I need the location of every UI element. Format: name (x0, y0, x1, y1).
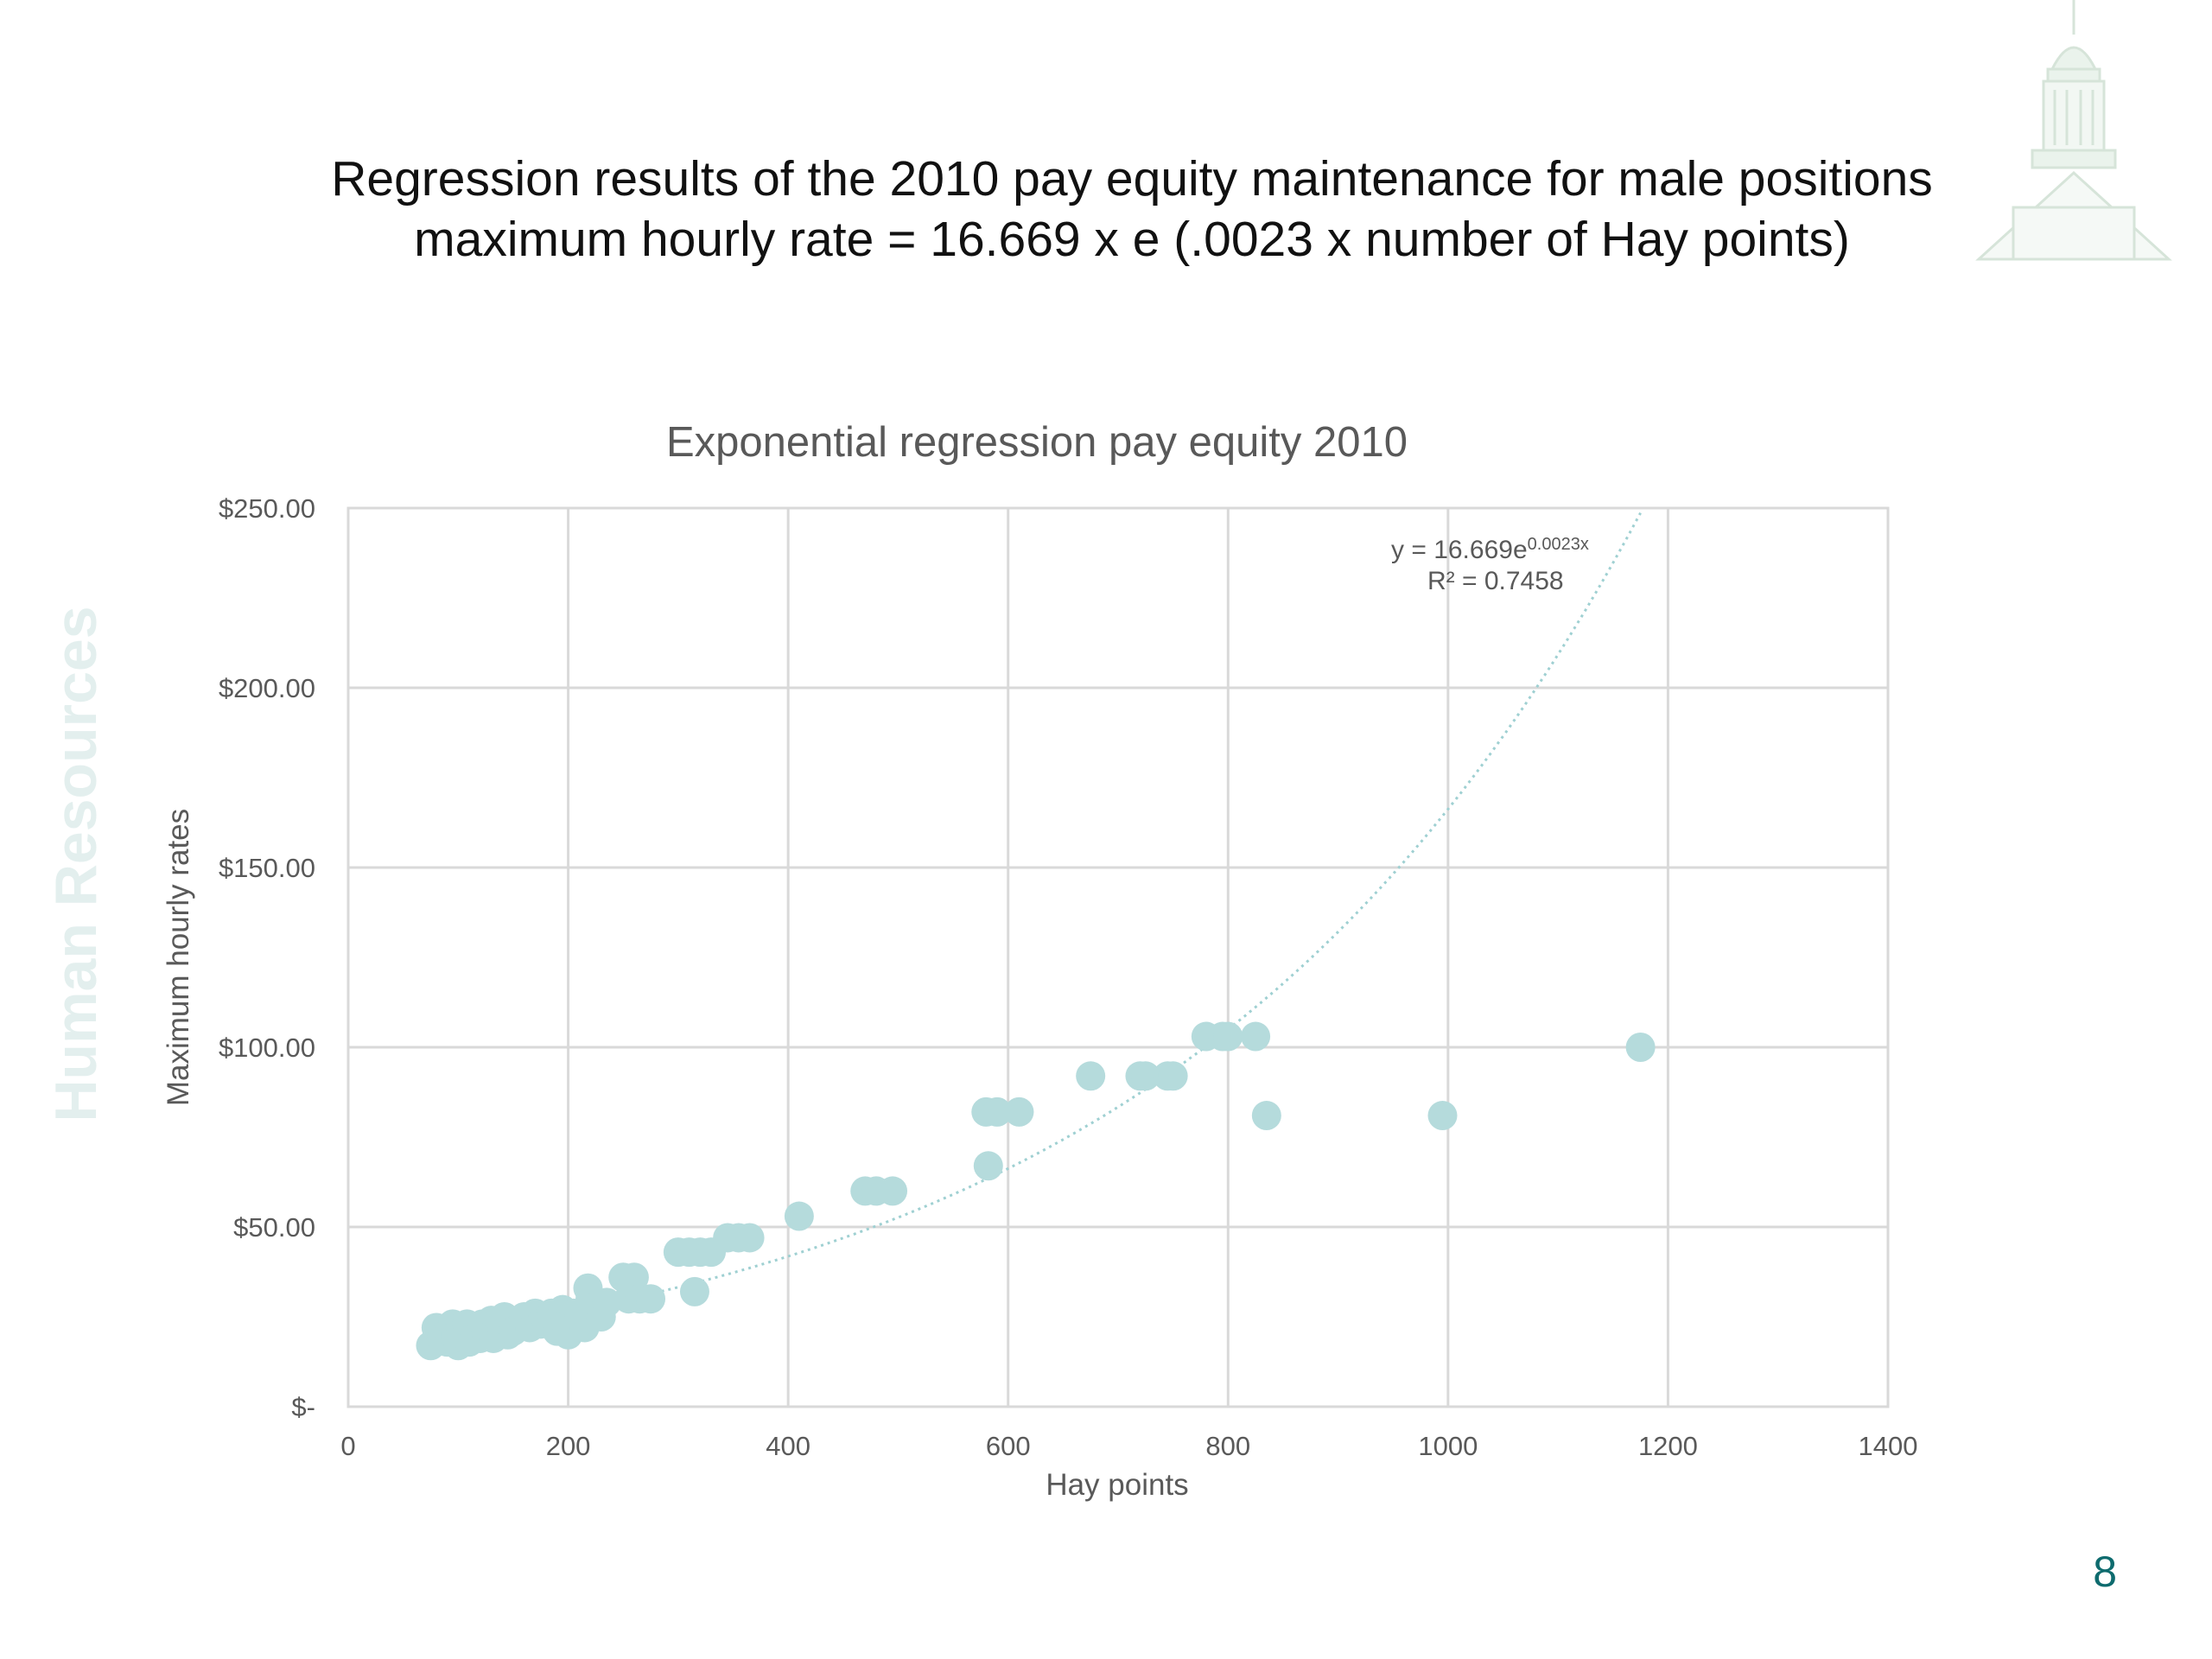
x-tick-label: 600 (986, 1431, 1031, 1461)
exponential-trendline (430, 512, 1642, 1338)
data-point (1213, 1021, 1243, 1052)
x-tick-label: 1200 (1638, 1431, 1698, 1461)
x-tick-label: 0 (340, 1431, 355, 1461)
chart-title: Exponential regression pay equity 2010 (666, 419, 1408, 466)
chart-gridlines (346, 506, 1890, 1408)
equation-exponent: 0.0023x (1528, 535, 1589, 554)
x-tick-label: 800 (1205, 1431, 1250, 1461)
data-point (592, 1287, 622, 1318)
data-point (1625, 1033, 1656, 1062)
data-point (679, 1276, 709, 1306)
y-tick-label: $250.00 (219, 493, 315, 524)
page-number: 8 (2093, 1548, 2117, 1596)
y-tick-label: $- (291, 1392, 315, 1422)
trendline-r-squared: R² = 0.7458 (1427, 567, 1564, 595)
equation-base: y = 16.669e (1391, 536, 1528, 564)
slide-title: Regression results of the 2010 pay equit… (294, 149, 1970, 270)
capitol-dome-icon (1975, 0, 2172, 261)
data-point (1251, 1101, 1281, 1131)
data-point (982, 1096, 1012, 1127)
data-point (1004, 1096, 1034, 1127)
data-point (784, 1201, 814, 1231)
trendline-equation: y = 16.669e0.0023x (1391, 535, 1589, 564)
y-tick-label: $150.00 (219, 853, 315, 883)
data-points (416, 1021, 1656, 1361)
slide-title-line-1: Regression results of the 2010 pay equit… (331, 151, 1933, 207)
axis-ticks: 0 200 400 600 800 1000 1200 1400 $- $50.00 $100.00… (219, 493, 1918, 1461)
x-tick-label: 400 (766, 1431, 810, 1461)
y-tick-label: $200.00 (219, 673, 315, 703)
data-point (878, 1176, 908, 1206)
y-tick-label: $100.00 (219, 1033, 315, 1063)
slide-title-line-2: maximum hourly rate = 16.669 x e (.0023 … (414, 212, 1850, 267)
data-point (734, 1223, 765, 1253)
x-tick-label: 1000 (1418, 1431, 1478, 1461)
x-axis-label: Hay points (1046, 1468, 1188, 1502)
data-point (1158, 1061, 1188, 1091)
data-point (1241, 1021, 1271, 1052)
plot-area (346, 506, 1890, 1408)
data-point (973, 1151, 1003, 1181)
y-tick-label: $50.00 (233, 1212, 315, 1243)
y-axis-label: Maximum hourly rates (162, 809, 195, 1106)
x-tick-label: 1400 (1859, 1431, 1918, 1461)
data-point (636, 1284, 666, 1314)
data-point (1130, 1061, 1160, 1091)
x-tick-label: 200 (546, 1431, 591, 1461)
data-point (1427, 1101, 1458, 1131)
data-point (1076, 1061, 1106, 1091)
